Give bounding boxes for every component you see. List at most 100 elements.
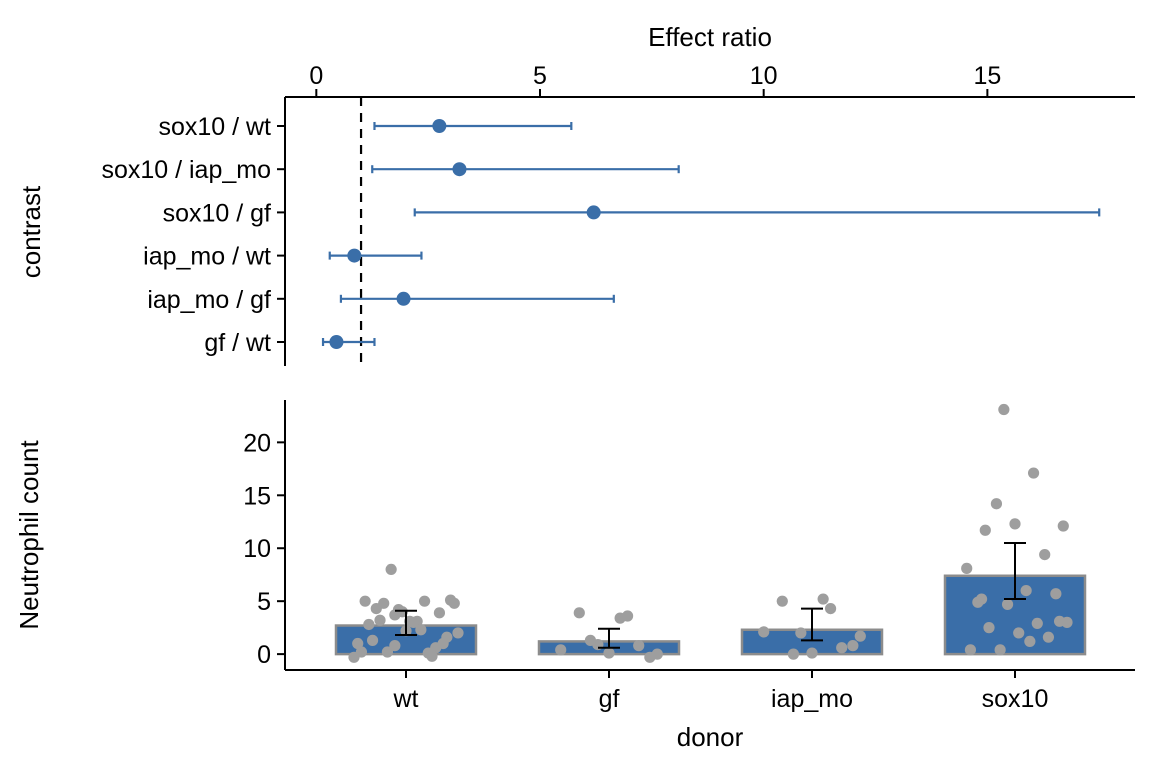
contrast-interval <box>413 205 1101 220</box>
forest-x-axis-title: Effect ratio <box>648 22 772 52</box>
observation-point <box>824 602 837 615</box>
forest-plot-panel: Effect ratio 0 5 10 15 sox10 / wt sox10 / ia… <box>16 22 1135 366</box>
bar-error-bars <box>395 541 1026 649</box>
observation-point <box>437 637 449 650</box>
observation-point <box>555 644 567 656</box>
observation-point <box>644 651 656 663</box>
forest-x-ticks: 0 5 10 15 <box>309 62 1001 97</box>
bar-y-tick-label: 20 <box>243 429 271 457</box>
observation-point <box>415 624 427 636</box>
observation-point <box>433 607 446 619</box>
error-bar <box>801 607 823 642</box>
error-bar <box>395 609 417 637</box>
observation-point <box>381 646 394 658</box>
forest-y-axis-title: contrast <box>16 185 46 278</box>
observation-point <box>975 593 988 605</box>
bar-x-axis-title: donor <box>677 722 744 752</box>
bar-y-tick-label: 15 <box>243 482 271 510</box>
observation-point <box>1042 631 1055 643</box>
observation-point <box>1001 598 1014 610</box>
contrast-interval <box>339 291 615 306</box>
contrast-label: sox10 / gf <box>163 199 271 227</box>
forest-x-tick-label: 0 <box>309 62 323 90</box>
contrast-interval <box>328 248 423 263</box>
observation-point <box>603 647 615 659</box>
forest-x-tick-label: 10 <box>750 62 778 90</box>
observation-point <box>389 609 401 621</box>
observation-point <box>426 650 438 662</box>
observation-point <box>787 648 800 660</box>
estimate-point <box>432 119 447 133</box>
bar-chart-panel: 0 5 10 15 20 wt gf iap_mo sox10 donor Neutrophi… <box>14 400 1135 752</box>
observation-point <box>418 595 431 607</box>
observation-point <box>452 627 464 639</box>
observation-point <box>1039 548 1051 561</box>
contrast-interval <box>321 335 376 349</box>
observation-point <box>795 627 807 639</box>
donor-label: sox10 <box>982 685 1049 713</box>
forest-x-tick-label: 5 <box>533 62 547 90</box>
observation-point <box>352 637 364 650</box>
observation-point <box>444 594 457 606</box>
bar-y-tick-label: 10 <box>243 535 271 563</box>
contrast-label: iap_mo / gf <box>147 286 271 314</box>
error-bar <box>1004 541 1026 601</box>
observation-point <box>363 618 375 631</box>
bar-y-ticks: 0 5 10 15 20 <box>243 429 285 669</box>
donor-label: iap_mo <box>771 685 853 713</box>
observation-point <box>1013 627 1025 639</box>
bar-y-tick-label: 5 <box>257 588 271 616</box>
estimate-point <box>452 162 467 177</box>
forest-x-tick-label: 15 <box>973 62 1001 90</box>
observation-point <box>584 634 597 646</box>
contrast-label: sox10 / iap_mo <box>101 156 271 184</box>
observation-point <box>998 403 1010 416</box>
contrast-interval <box>373 119 573 133</box>
observation-point <box>359 595 371 607</box>
observation-point <box>994 644 1006 656</box>
observation-point <box>1020 584 1032 597</box>
donor-label: wt <box>393 685 419 713</box>
observation-point <box>990 498 1003 510</box>
observation-point <box>1009 518 1021 530</box>
observation-point <box>366 634 379 646</box>
bar-x-ticks: wt gf iap_mo sox10 <box>393 670 1049 713</box>
observation-point <box>961 562 973 574</box>
observation-point <box>1053 615 1066 627</box>
observation-point <box>1027 467 1040 479</box>
contrast-label: iap_mo / wt <box>143 243 271 271</box>
observation-point <box>385 563 397 576</box>
contrast-label: gf / wt <box>204 329 271 357</box>
observation-point <box>836 642 848 654</box>
observation-point <box>847 640 859 652</box>
estimate-point <box>586 205 601 220</box>
observation-point <box>633 640 645 652</box>
bar-y-axis-title: Neutrophil count <box>14 440 44 630</box>
observation-point <box>983 622 995 634</box>
observation-point <box>407 616 420 628</box>
observation-point <box>348 651 360 663</box>
estimate-point <box>396 291 411 306</box>
contrast-interval <box>371 162 680 177</box>
observation-point <box>614 612 626 624</box>
observation-point <box>964 644 977 656</box>
forest-intervals <box>321 119 1101 349</box>
donor-label: gf <box>599 685 620 713</box>
estimate-point <box>347 248 362 263</box>
error-bar <box>598 627 620 649</box>
observation-point <box>1031 617 1043 630</box>
observation-point <box>374 614 386 626</box>
observation-point <box>573 607 585 619</box>
observation-point <box>979 524 991 536</box>
forest-y-ticks: sox10 / wt sox10 / iap_mo sox10 / gf iap_mo… <box>101 113 285 357</box>
observation-point <box>806 647 818 659</box>
observation-point <box>1050 588 1062 600</box>
observation-point <box>389 640 401 652</box>
jitter-points <box>348 403 1073 663</box>
observation-point <box>758 626 770 638</box>
observation-point <box>854 630 866 642</box>
contrast-label: sox10 / wt <box>158 113 271 141</box>
observation-point <box>378 597 390 609</box>
observation-point <box>776 595 788 607</box>
